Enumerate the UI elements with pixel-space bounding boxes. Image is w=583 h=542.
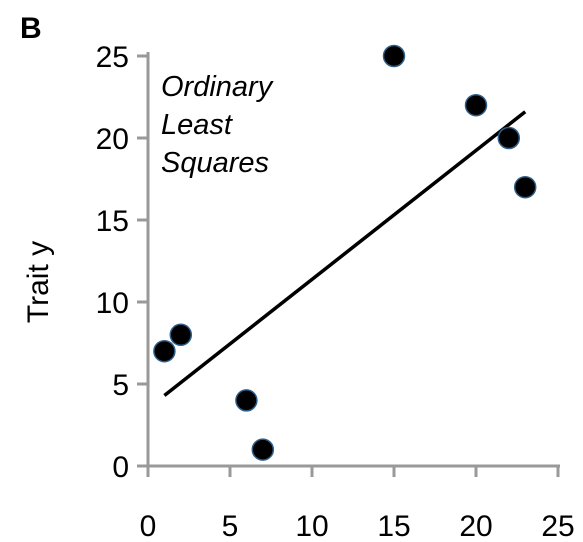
- x-tick-label: 25: [541, 510, 574, 542]
- x-tick-label: 0: [140, 510, 157, 542]
- y-axis-title: Trait y: [22, 241, 55, 323]
- x-tick-label: 15: [377, 510, 410, 542]
- data-point: [464, 93, 488, 117]
- ols-annotation: Ordinary Least Squares: [161, 71, 274, 179]
- annotation-line-2: Least: [161, 109, 234, 141]
- y-tick-label: 15: [96, 205, 129, 238]
- data-point: [497, 126, 521, 150]
- x-tick-label: 20: [459, 510, 492, 542]
- y-tick-label: 5: [112, 369, 129, 402]
- data-points: [153, 44, 537, 461]
- y-tick-label: 10: [96, 287, 129, 320]
- data-point: [235, 389, 258, 412]
- y-tick-label: 0: [112, 451, 129, 484]
- annotation-line-1: Ordinary: [161, 71, 274, 103]
- fit-line-group: [163, 110, 527, 397]
- data-point: [513, 175, 537, 199]
- x-tick-label: 5: [222, 510, 239, 542]
- y-tick-label: 25: [96, 41, 129, 74]
- y-tick-label: 20: [96, 123, 129, 156]
- data-point: [153, 339, 176, 363]
- panel-label: B: [20, 12, 42, 45]
- x-tick-label: 10: [295, 510, 328, 542]
- data-point: [251, 438, 275, 461]
- ols-fit-line: [163, 110, 527, 397]
- annotation-line-3: Squares: [161, 147, 269, 179]
- data-point: [169, 323, 193, 347]
- data-point: [382, 44, 406, 68]
- axes: 0 5 10 15 20 25 0 5 10 15 20 25: [96, 41, 575, 542]
